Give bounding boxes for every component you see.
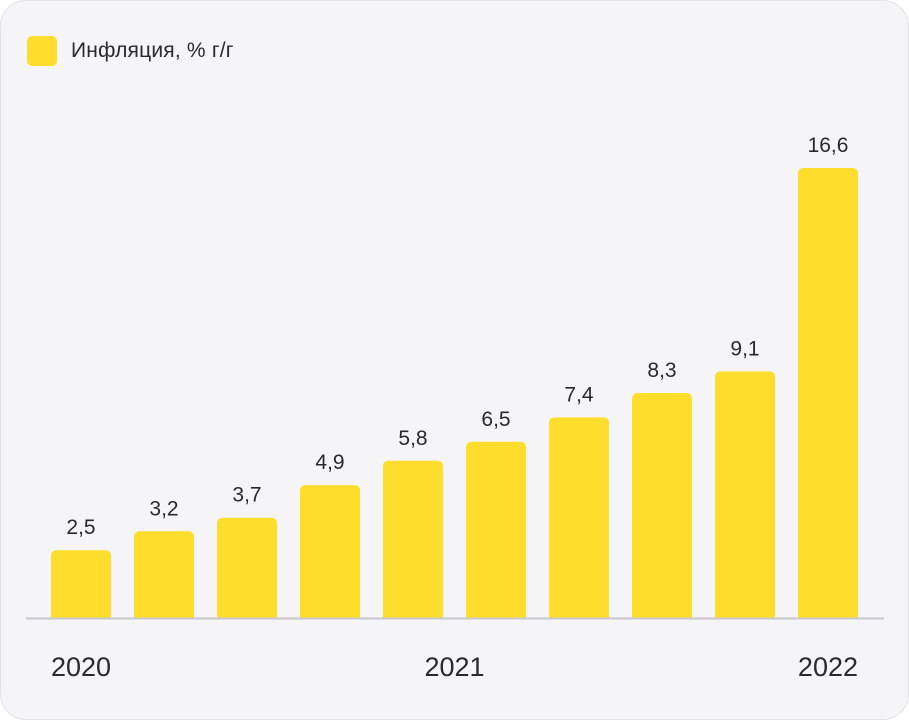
x-tick-label-2021: 2021 <box>424 652 484 682</box>
bar-value-label-0: 2,5 <box>66 516 95 539</box>
bar-3 <box>300 485 360 618</box>
bar-7 <box>632 393 692 618</box>
bar-9 <box>798 168 858 618</box>
legend: Инфляция, % г/г <box>27 36 234 66</box>
bar-value-label-9: 16,6 <box>808 134 849 157</box>
x-tick-label-2020: 2020 <box>51 652 111 682</box>
bar-value-label-6: 7,4 <box>564 383 594 406</box>
bar-2 <box>217 517 277 618</box>
bar-value-label-8: 9,1 <box>730 337 759 360</box>
bar-5 <box>466 441 526 618</box>
bar-value-label-7: 8,3 <box>647 359 676 382</box>
bar-value-label-4: 5,8 <box>398 427 427 450</box>
bar-value-label-1: 3,2 <box>149 497 178 520</box>
bar-6 <box>549 417 609 618</box>
x-tick-label-2022: 2022 <box>798 652 858 682</box>
legend-label: Инфляция, % г/г <box>71 39 234 62</box>
bar-value-label-2: 3,7 <box>232 484 261 507</box>
legend-swatch <box>27 36 57 66</box>
bar-value-label-3: 4,9 <box>315 451 344 474</box>
bar-value-label-5: 6,5 <box>481 408 510 431</box>
bar-8 <box>715 371 775 618</box>
bar-4 <box>383 460 443 618</box>
bar-1 <box>134 531 194 618</box>
bar-0 <box>51 550 111 618</box>
